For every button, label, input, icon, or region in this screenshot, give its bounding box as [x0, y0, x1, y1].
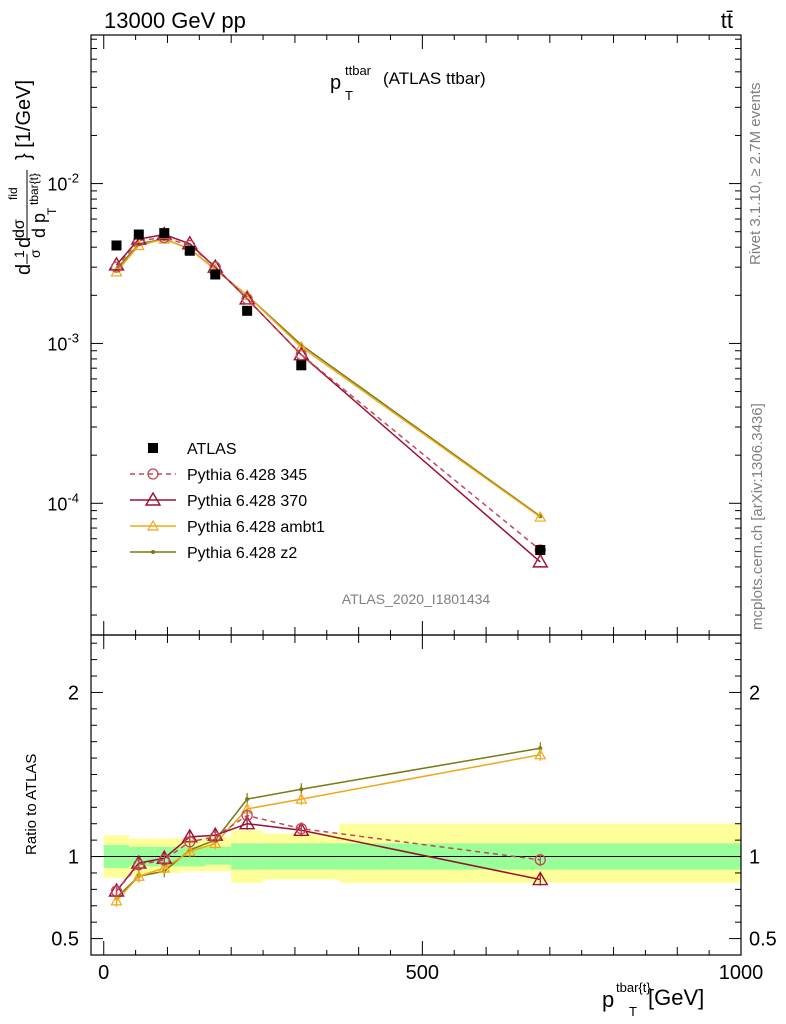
series-line-p370	[115, 233, 541, 563]
svg-text:tbar{t}: tbar{t}	[27, 173, 41, 205]
ratio-point-p345	[241, 809, 253, 822]
data-point-atlas	[242, 305, 253, 316]
ratio-point-p345	[184, 836, 196, 848]
ratio-point-ambt1	[209, 837, 222, 849]
ratio-y-tick-label-right: 2	[749, 682, 760, 704]
ratio-line-ambt1	[115, 754, 541, 902]
data-point-atlas	[133, 229, 144, 240]
ratio-point-ambt1	[158, 861, 171, 873]
analysis-id-label: ATLAS_2020_I1801434	[342, 591, 491, 607]
axis-ticks: 10-4 10-3 10-2 0.5 0.5 1 1 2 2 0 500 1000	[47, 35, 777, 984]
ratio-point-p345	[534, 854, 546, 866]
collision-label: 13000 GeV pp	[104, 8, 246, 33]
ratio-point-ambt1	[110, 894, 123, 906]
legend-label: ATLAS	[187, 441, 237, 458]
ratio-y-tick-label: 1	[68, 847, 79, 869]
svg-text:d: d	[13, 237, 35, 248]
legend-marker	[151, 550, 155, 554]
data-point-atlas	[184, 245, 195, 256]
x-axis-label: p tbar{t} T [GeV]	[602, 980, 704, 1019]
ratio-point-ambt1	[295, 792, 308, 804]
ratio-point-p345	[110, 885, 123, 897]
ratio-y-tick-label: 0.5	[51, 929, 79, 951]
ratio-point-p345	[209, 831, 221, 843]
data-point-atlas	[210, 269, 221, 280]
ratio-point-p345	[133, 859, 145, 871]
process-label: tt̄	[721, 8, 733, 33]
svg-text:1: 1	[11, 250, 27, 258]
data-point-atlas	[111, 240, 122, 251]
ratio-point-p370	[238, 815, 256, 830]
legend-label: Pythia 6.428 345	[187, 467, 307, 484]
ratio-point-p345	[295, 822, 307, 835]
svg-text:dσ: dσ	[11, 219, 28, 238]
series-point-p345	[110, 261, 123, 273]
ratio-y-tick-label-right: 1	[749, 847, 760, 869]
series-point-p345	[241, 293, 253, 305]
x-tick-label: 500	[406, 962, 439, 984]
ratio-point-p370	[293, 821, 310, 836]
x-axis-label-sub: T	[629, 1004, 637, 1019]
legend-label: Pythia 6.428 ambt1	[187, 519, 325, 536]
ratio-point-p370	[532, 871, 549, 886]
legend-marker	[144, 491, 162, 506]
y-tick-label: 10-4	[47, 490, 79, 514]
ratio-point-ambt1	[132, 869, 145, 881]
plot-title-main: p	[330, 72, 341, 94]
plot-title-sub: T	[345, 88, 353, 103]
data-point-atlas	[535, 545, 546, 556]
series-point-p345	[295, 349, 307, 361]
series-point-ambt1	[295, 340, 308, 352]
x-tick-label: 0	[98, 962, 109, 984]
x-tick-label: 1000	[719, 962, 764, 984]
legend-marker	[147, 468, 159, 480]
ratio-plot-series	[108, 742, 549, 907]
legend-marker	[148, 443, 158, 453]
plot-title-rest: (ATLAS ttbar)	[383, 69, 486, 88]
svg-text:} [1/GeV]: } [1/GeV]	[13, 80, 35, 160]
main-plot-series	[108, 226, 549, 568]
svg-text:σ: σ	[27, 249, 43, 258]
ratio-point-z2	[538, 746, 543, 751]
band-inner-bin	[205, 846, 232, 865]
ratio-point-p345	[158, 854, 170, 866]
ratio-point-ambt1	[534, 748, 547, 760]
svg-text:fid: fid	[6, 187, 20, 200]
plot-title-sup: ttbar	[345, 63, 372, 78]
series-point-p370	[532, 553, 549, 568]
y-tick-label: 10-2	[47, 171, 79, 195]
rivet-version-label: Rivet 3.1.10, ≥ 2.7M events	[747, 83, 764, 266]
y-axis-label-ratio: Ratio to ATLAS	[23, 754, 40, 855]
ratio-point-z2	[299, 787, 304, 792]
svg-text:T: T	[45, 207, 59, 215]
y-tick-label: 10-3	[47, 330, 79, 354]
y-axis-label-main: d 1 σ d dσ fid d p tbar{t} T } [1/GeV]	[6, 80, 59, 275]
ratio-point-ambt1	[183, 845, 196, 857]
svg-text:d p: d p	[29, 213, 49, 238]
ratio-y-tick-label: 2	[68, 682, 79, 704]
series-point-ambt1	[534, 510, 547, 522]
legend-label: Pythia 6.428 370	[187, 493, 307, 510]
svg-text:d: d	[13, 264, 35, 275]
ratio-line-p345	[115, 814, 541, 892]
ratio-plot-frame	[90, 634, 742, 956]
x-axis-label-unit: [GeV]	[648, 985, 704, 1010]
series-line-p345	[115, 236, 541, 551]
legend-label: Pythia 6.428 z2	[187, 545, 297, 562]
data-point-atlas	[296, 360, 307, 371]
legend: ATLAS Pythia 6.428 345 Pythia 6.428 370 Pyt…	[130, 441, 325, 562]
x-axis-label-main: p	[602, 987, 614, 1012]
mcplots-label: mcplots.cern.ch [arXiv:1306.3436]	[749, 403, 766, 630]
x-axis-label-sup: tbar{t}	[616, 980, 651, 995]
plot-title: p ttbar T (ATLAS ttbar)	[330, 63, 486, 103]
data-point-atlas	[159, 228, 170, 239]
ratio-point-z2	[245, 797, 250, 802]
ratio-y-tick-label-right: 0.5	[749, 929, 777, 951]
legend-marker	[146, 519, 160, 531]
